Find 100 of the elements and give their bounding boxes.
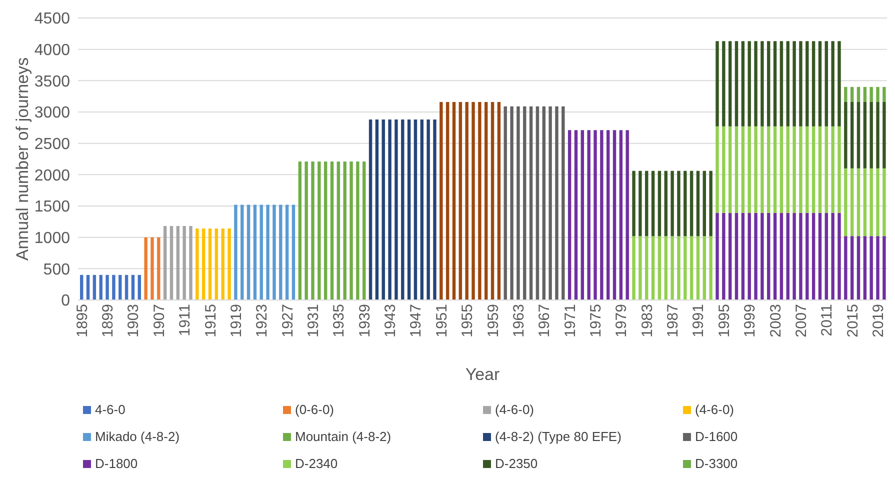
bar bbox=[786, 126, 790, 213]
bar bbox=[760, 41, 764, 126]
bar bbox=[799, 126, 802, 213]
bar bbox=[863, 86, 867, 102]
bar bbox=[838, 41, 841, 126]
bar bbox=[806, 41, 809, 126]
bar bbox=[529, 106, 533, 300]
bar bbox=[876, 236, 880, 300]
bar bbox=[818, 212, 822, 300]
bar bbox=[716, 126, 719, 213]
bar bbox=[382, 120, 385, 300]
bar bbox=[401, 120, 404, 300]
bar bbox=[362, 162, 366, 300]
bar bbox=[754, 212, 758, 300]
bar bbox=[812, 212, 816, 300]
legend-label: (4-6-0) bbox=[495, 402, 534, 417]
x-tick-label: 1947 bbox=[408, 304, 425, 338]
bar bbox=[773, 212, 777, 300]
bar bbox=[799, 212, 802, 300]
bar bbox=[767, 126, 770, 213]
bar bbox=[767, 41, 770, 126]
bar bbox=[664, 236, 668, 300]
bar bbox=[870, 168, 873, 236]
bar bbox=[748, 126, 751, 213]
bar bbox=[818, 41, 822, 126]
bar bbox=[856, 168, 860, 236]
bar bbox=[484, 102, 488, 300]
bar bbox=[298, 162, 302, 300]
bar bbox=[632, 236, 636, 300]
bar bbox=[824, 212, 828, 300]
bar bbox=[99, 274, 102, 300]
legend-label: Mountain (4-8-2) bbox=[295, 429, 392, 444]
bar bbox=[844, 236, 848, 300]
bar bbox=[850, 236, 854, 300]
bar bbox=[407, 120, 411, 300]
bar bbox=[638, 170, 642, 236]
bar bbox=[510, 106, 514, 300]
bar bbox=[850, 102, 854, 168]
x-tick-label: 1907 bbox=[150, 304, 168, 338]
x-axis-title: Year bbox=[465, 365, 500, 384]
bar bbox=[677, 170, 680, 236]
bar bbox=[542, 106, 546, 300]
x-tick-label: 2011 bbox=[818, 304, 836, 336]
bar bbox=[144, 237, 148, 300]
y-tick-label: 1500 bbox=[34, 198, 70, 216]
bar bbox=[773, 126, 777, 213]
bar bbox=[824, 126, 828, 213]
bar bbox=[272, 204, 276, 300]
bar bbox=[86, 274, 90, 300]
bar bbox=[780, 126, 784, 213]
bar bbox=[594, 130, 597, 300]
bar bbox=[208, 228, 212, 300]
bar bbox=[414, 120, 418, 300]
bar bbox=[773, 41, 777, 126]
bar bbox=[741, 126, 745, 213]
bar bbox=[882, 86, 886, 102]
bar bbox=[446, 102, 450, 300]
y-axis-title: Annual number of journeys bbox=[13, 57, 32, 261]
bar bbox=[690, 236, 694, 300]
x-tick-label: 1935 bbox=[330, 304, 348, 338]
bar bbox=[645, 170, 648, 236]
bar bbox=[734, 212, 738, 300]
x-tick-label: 1987 bbox=[664, 304, 682, 338]
bar bbox=[240, 204, 244, 300]
bar bbox=[388, 120, 392, 300]
bar bbox=[722, 212, 726, 300]
bar bbox=[246, 204, 250, 300]
x-tick-label: 1943 bbox=[382, 304, 400, 338]
bar bbox=[696, 170, 700, 236]
bar bbox=[786, 212, 790, 300]
bar bbox=[375, 120, 379, 300]
bar bbox=[684, 236, 687, 300]
bar bbox=[580, 130, 584, 300]
bar bbox=[741, 41, 745, 126]
bar bbox=[311, 162, 314, 300]
bar bbox=[260, 204, 263, 300]
y-tick-label: 3500 bbox=[34, 73, 70, 90]
bar bbox=[606, 130, 610, 300]
legend-label: 4-6-0 bbox=[95, 402, 126, 417]
bar bbox=[734, 126, 738, 213]
bar bbox=[664, 170, 668, 236]
bar bbox=[612, 130, 616, 300]
bar bbox=[536, 106, 540, 300]
bar bbox=[118, 274, 122, 300]
bar bbox=[368, 120, 372, 300]
bar bbox=[702, 170, 706, 236]
bar bbox=[728, 41, 732, 126]
y-tick-label: 1000 bbox=[34, 230, 70, 248]
bar bbox=[658, 236, 662, 300]
y-tick-label: 2500 bbox=[34, 136, 70, 154]
bar bbox=[131, 274, 135, 300]
bar bbox=[870, 102, 873, 168]
x-tick-label: 2007 bbox=[792, 304, 810, 338]
bar bbox=[780, 212, 784, 300]
bar bbox=[516, 106, 520, 300]
bar bbox=[433, 120, 436, 300]
bar bbox=[838, 126, 841, 213]
bar bbox=[818, 126, 822, 213]
bar bbox=[619, 130, 623, 300]
y-tick-label: 2000 bbox=[34, 167, 70, 184]
